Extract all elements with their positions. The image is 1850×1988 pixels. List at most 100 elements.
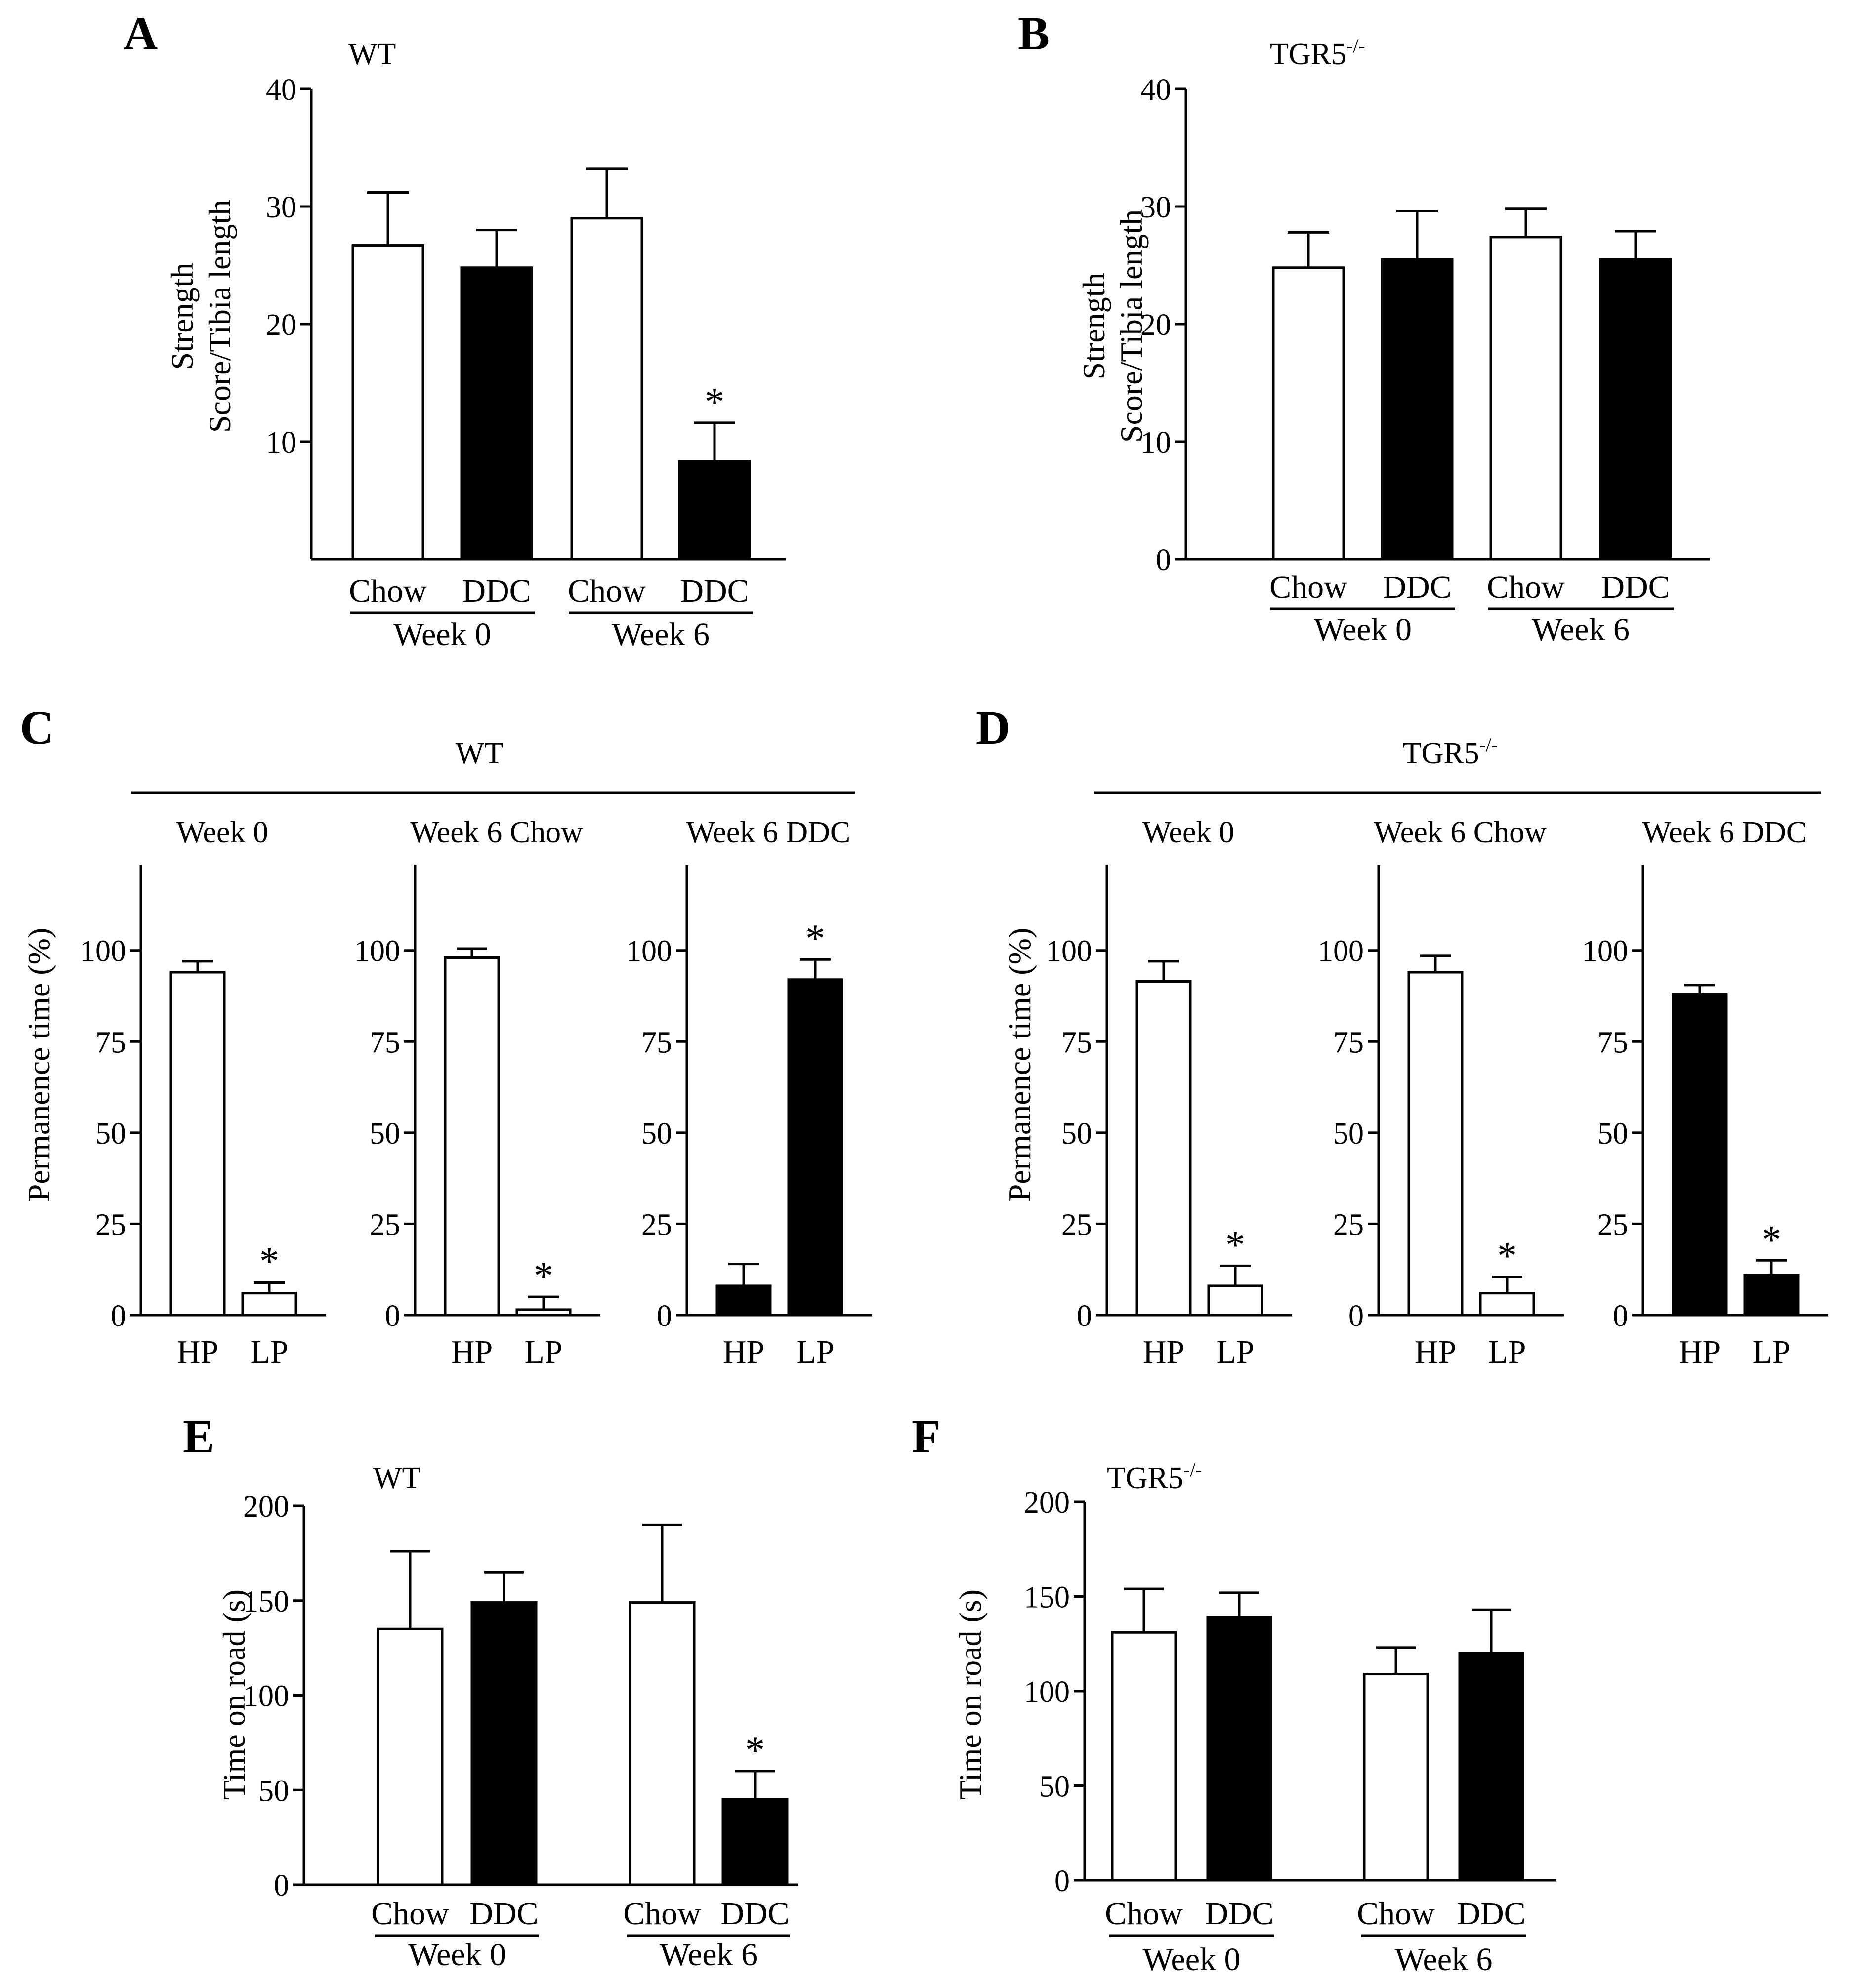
panel-B-category-label: DDC [1601,569,1670,605]
subpanel-significance-star: * [1497,1234,1517,1278]
subpanel-category-label: HP [1679,1334,1721,1370]
panel-title: TGR5-/- [1107,1458,1202,1495]
subpanel-category-label: HP [1415,1334,1456,1370]
panel-E-category-label: DDC [469,1896,538,1932]
panel-E-category-label: Chow [623,1896,701,1932]
subpanel-title: Week 6 Chow [1374,816,1547,849]
panel-F-category-label: Chow [1105,1896,1183,1932]
subpanel-bar [444,956,500,1317]
subpanel-bar [1135,980,1192,1317]
panel-F-y-tick-label: 200 [1024,1486,1070,1520]
subpanel-y-tick-label: 100 [1046,935,1092,968]
subpanel-bar [169,971,226,1317]
subpanel-y-tick-label: 50 [1061,1117,1092,1151]
panel-B-y-tick-label: 10 [1140,426,1171,459]
panel-E-y-tick-label: 200 [243,1490,289,1524]
subpanel-title: Week 0 [1142,816,1234,849]
panel-title-superscript: -/- [1346,35,1365,57]
subpanel-title: Week 6 DDC [1642,816,1807,849]
panel-A-category-label: DDC [462,573,531,609]
panel-letter: C [20,701,54,754]
subpanel-significance-star: * [1762,1218,1781,1261]
subpanel-significance-star: * [259,1240,279,1284]
panel-F-category-label: Chow [1357,1896,1435,1932]
panel-E: E WT 0 50 100 150 200 Chow DDC Chow * DDC Week 0 Week… [183,1410,798,1973]
y-axis-label: StrengthScore/Tibia length [1076,209,1149,443]
panel-A-category-label: Chow [349,573,427,609]
panel-A-bar [678,460,751,561]
panel-E-significance-star: * [745,1729,765,1772]
group-label: Week 0 [393,617,491,653]
subpanel-title: Week 0 [176,816,268,849]
subpanel-category-label: LP [1216,1334,1254,1370]
subpanel-category-label: HP [723,1334,764,1370]
subpanel-y-tick-label: 0 [385,1299,400,1333]
subpanel-bar [1407,971,1464,1317]
subpanel-y-tick-label: 75 [1598,1026,1628,1059]
y-axis-label: StrengthScore/Tibia length [165,200,237,433]
group-label: Week 6 [1394,1942,1492,1978]
panel-title-base: TGR5 [1107,1461,1183,1495]
panel-A-bar [570,217,643,561]
panel-A-y-tick-label: 10 [266,426,296,459]
group-label: Week 0 [408,1937,506,1973]
subpanel-y-tick-label: 50 [641,1117,672,1151]
panel-F-y-tick-label: 150 [1024,1581,1070,1615]
panel-title: WT [373,1461,420,1495]
subpanel-y-tick-label: 0 [1077,1299,1092,1333]
y-axis-label-line: Score/Tibia length [202,200,237,433]
panel-F-y-tick-label: 50 [1039,1770,1070,1804]
subpanel-y-tick-label: 75 [370,1026,400,1059]
subpanel-y-tick-label: 100 [354,935,400,968]
subpanel-y-tick-label: 25 [641,1208,672,1242]
group-title: TGR5-/- [1403,734,1498,770]
panel-letter: D [976,701,1010,754]
subpanel-y-tick-label: 50 [370,1117,400,1151]
panel-B-bar [1599,258,1672,561]
panel-B-y-tick-label: 40 [1140,73,1171,107]
subpanel-bar [515,1308,572,1317]
subpanel: Week 6 Chow 0 25 50 75 100 HP * LP [354,816,600,1370]
panel-A-y-tick-label: 40 [266,73,296,107]
subpanel-y-tick-label: 25 [1598,1208,1628,1242]
subpanel-y-tick-label: 100 [626,935,672,968]
panel-E-y-tick-label: 100 [243,1680,289,1713]
subpanel-y-tick-label: 0 [1348,1299,1364,1333]
subpanel-significance-star: * [805,917,825,960]
panel-title-superscript: -/- [1183,1458,1202,1481]
group-label: Week 0 [1314,612,1412,648]
subpanel-bar [1743,1274,1800,1317]
panel-B-bar [1272,266,1345,561]
subpanel: Week 6 DDC 0 25 50 75 100 HP * LP [626,816,872,1370]
subpanel-bar [1207,1284,1263,1317]
group-label: Week 6 [1532,612,1630,648]
panel-F-bar [1363,1673,1429,1882]
panel-E-bar [377,1627,444,1886]
panel-F-bar [1458,1652,1524,1882]
panel-E-category-label: DDC [720,1896,789,1932]
subpanel-y-tick-label: 75 [95,1026,126,1059]
y-axis-label-line: Strength [1076,273,1111,380]
panel-E-y-tick-label: 50 [258,1774,289,1808]
panel-title-base: TGR5 [1270,38,1346,71]
subpanel: Week 6 DDC 0 25 50 75 100 HP * LP [1582,816,1828,1370]
y-axis-label: Permanence time (%) [21,928,56,1201]
panel-D: D TGR5-/- Permanence time (%) Week 0 0 25 50 75… [976,701,1828,1370]
subpanel: Week 0 0 25 50 75 100 HP * LP [1046,816,1292,1370]
panel-B-bar [1489,236,1562,561]
panel-B-bar [1381,258,1454,561]
panel-title: WT [348,38,396,71]
panel-E-bar [470,1601,538,1886]
subpanel-category-label: LP [250,1334,288,1370]
subpanel-category-label: HP [1143,1334,1184,1370]
subpanel-bar [1672,993,1728,1317]
panel-B-category-label: Chow [1487,569,1565,605]
subpanel-y-tick-label: 25 [370,1208,400,1242]
subpanel-title: Week 6 DDC [686,816,851,849]
panel-letter: A [124,7,158,60]
panel-E-bar [629,1601,696,1886]
y-axis-label: Time on road (s) [216,1589,252,1800]
subpanel-y-tick-label: 75 [1333,1026,1364,1059]
panel-F: F TGR5-/- 0 50 100 150 200 Chow DDC Chow DDC Week 0… [912,1410,1556,1978]
panel-E-y-tick-label: 150 [243,1585,289,1618]
